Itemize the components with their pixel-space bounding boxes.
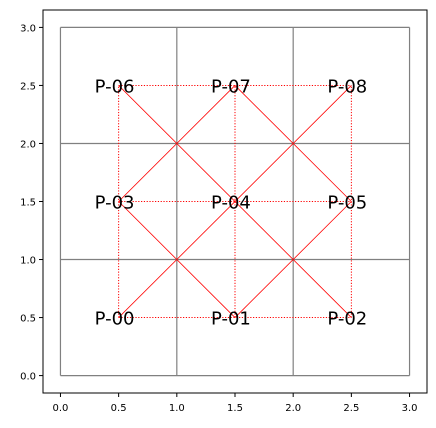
edge-layer xyxy=(118,84,352,319)
y-tick-label: 2.0 xyxy=(20,139,36,150)
point-label: P-03 xyxy=(95,193,135,214)
diagonal-edge xyxy=(118,201,236,318)
point-label: P-08 xyxy=(327,76,367,97)
x-tick-label: 0.5 xyxy=(111,403,127,414)
y-tick-label: 3.0 xyxy=(20,23,36,34)
x-tick-label: 0.0 xyxy=(53,403,69,414)
x-axis-ticks: 0.0 0.5 1.0 1.5 2.0 2.5 3.0 xyxy=(53,393,418,414)
diagonal-edge xyxy=(118,85,352,318)
y-tick-label: 0.5 xyxy=(20,314,36,325)
x-tick-label: 1.0 xyxy=(169,403,185,414)
point-label: P-01 xyxy=(211,309,251,330)
point-label: P-04 xyxy=(211,193,251,214)
y-tick-label: 1.5 xyxy=(20,198,36,209)
point-label: P-06 xyxy=(95,76,135,97)
x-tick-label: 2.5 xyxy=(343,403,359,414)
point-label: P-02 xyxy=(327,309,367,330)
x-tick-label: 1.5 xyxy=(227,403,243,414)
x-tick-label: 2.0 xyxy=(285,403,301,414)
y-tick-label: 1.0 xyxy=(20,256,36,267)
point-label: P-05 xyxy=(327,193,367,214)
y-axis-ticks: 0.0 0.5 1.0 1.5 2.0 2.5 3.0 xyxy=(20,23,43,383)
diagonal-edge xyxy=(234,85,352,202)
point-label: P-07 xyxy=(211,76,251,97)
x-tick-label: 3.0 xyxy=(402,403,418,414)
y-tick-label: 2.5 xyxy=(20,81,36,92)
label-layer: P-00 P-01 P-02 P-03 P-04 P-05 P-06 P-07 P-08 xyxy=(95,76,368,329)
y-tick-label: 0.0 xyxy=(20,372,36,383)
point-label: P-00 xyxy=(95,309,135,330)
